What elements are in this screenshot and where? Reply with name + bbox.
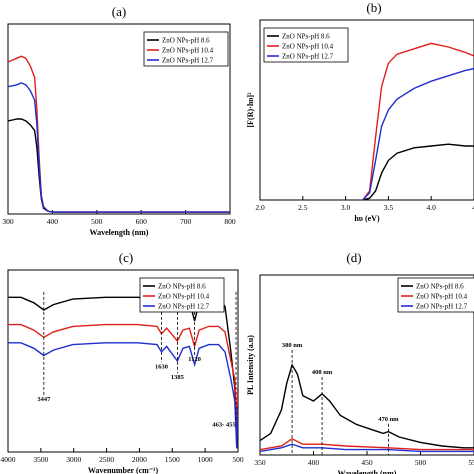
legend-entry: ZnO NPs-pH 8.6 (158, 283, 206, 291)
annotation-label: 408 nm (312, 369, 333, 376)
x-axis-label: Wavenumber (cm⁻¹) (88, 466, 159, 474)
x-tick-label: 4 (472, 203, 474, 212)
x-tick-label: 2000 (132, 455, 147, 464)
panel-label: (b) (366, 0, 381, 15)
chart-panel-1: (a) 300 400 500 600 700 800 Wavelength (nm) ZnO … (2, 4, 236, 237)
annotation-label: 3447 (37, 396, 51, 403)
x-tick-label: 3.0 (341, 203, 351, 212)
series-line-zno-nps-ph-10-4 (8, 323, 238, 431)
x-tick-label: 300 (2, 217, 14, 226)
series-line-zno-nps-ph-8-6 (362, 143, 474, 200)
series-line-zno-nps-ph-12-7 (8, 342, 238, 449)
annotation-label: 1120 (188, 356, 201, 363)
x-tick-label: 600 (136, 217, 148, 226)
series-line-zno-nps-ph-12-7 (362, 67, 474, 200)
x-tick-label: 2500 (99, 455, 114, 464)
x-tick-label: 2.0 (255, 203, 265, 212)
annotation-label: 470 nm (378, 416, 399, 423)
plot-frame (7, 269, 239, 453)
series-line-zno-nps-ph-8-6 (8, 296, 238, 443)
y-axis-label: PL Intensity (a.u) (246, 335, 255, 395)
x-tick-label: 700 (180, 217, 192, 226)
x-tick-label: 3000 (66, 455, 81, 464)
legend-entry: ZnO NPs-pH 12.7 (416, 303, 468, 311)
legend-entry: ZnO NPs-pH 12.7 (162, 57, 214, 65)
x-tick-label: 3.5 (384, 203, 394, 212)
legend-entry: ZnO NPs-pH 10.4 (416, 293, 468, 301)
x-tick-label: 1000 (198, 455, 213, 464)
x-tick-label: 500 (232, 455, 244, 464)
x-tick-label: 500 (415, 458, 427, 467)
series-line-zno-nps-ph-12-7 (8, 82, 230, 213)
x-tick-label: 800 (224, 217, 236, 226)
legend-entry: ZnO NPs-pH 10.4 (158, 293, 210, 301)
x-tick-label: 450 (361, 458, 373, 467)
x-tick-label: 500 (91, 217, 103, 226)
x-tick-label: 1500 (165, 455, 180, 464)
legend-entry: ZnO NPs-pH 12.7 (158, 303, 210, 311)
x-tick-label: 4000 (1, 455, 16, 464)
x-tick-label: 550 (468, 458, 474, 467)
plot-frame (259, 19, 474, 201)
panel-label: (c) (119, 250, 133, 265)
x-tick-label: 3500 (33, 455, 48, 464)
panel-label: (a) (112, 4, 126, 19)
x-tick-label: 350 (254, 458, 266, 467)
y-axis-label: [F(R)·hυ]² (246, 92, 255, 128)
series-line-zno-nps-ph-8-6 (260, 363, 474, 449)
annotation-label: 1385 (171, 374, 185, 381)
legend-entry: ZnO NPs-pH 8.6 (162, 37, 210, 45)
annotation-label: 380 nm (282, 342, 303, 349)
series-line-zno-nps-ph-10-4 (362, 42, 474, 200)
annotation-label: 463- 455 (212, 422, 236, 429)
plot-frame (7, 23, 231, 215)
legend-entry: ZnO NPs-pH 8.6 (416, 283, 464, 291)
annotation-label: 1630 (155, 363, 168, 370)
chart-panel-3: (c) 4000 3500 3000 2500 2000 1500 1000 500 Wavenu… (1, 250, 244, 474)
x-tick-label: 2.5 (298, 203, 308, 212)
legend-entry: ZnO NPs-pH 12.7 (282, 53, 334, 61)
x-axis-label: Wavelength (nm) (90, 228, 149, 237)
x-tick-label: 400 (308, 458, 320, 467)
panel-label: (d) (346, 250, 361, 265)
legend-entry: ZnO NPs-pH 10.4 (282, 43, 334, 51)
x-tick-label: 400 (47, 217, 59, 226)
x-tick-label: 4.0 (427, 203, 437, 212)
legend-entry: ZnO NPs-pH 8.6 (282, 33, 330, 41)
chart-panel-2: (b) 2.0 2.5 3.0 3.5 4.0 4 hυ (eV) [F(R)·hυ]² ZnO … (246, 0, 474, 223)
legend-entry: ZnO NPs-pH 10.4 (162, 47, 214, 55)
x-axis-label: hυ (eV) (354, 214, 380, 223)
chart-panel-4: (d) 350 400 450 500 550 Wavelength (nm) PL Inte… (246, 250, 474, 474)
x-axis-label: Wavelength (nm) (338, 469, 397, 474)
